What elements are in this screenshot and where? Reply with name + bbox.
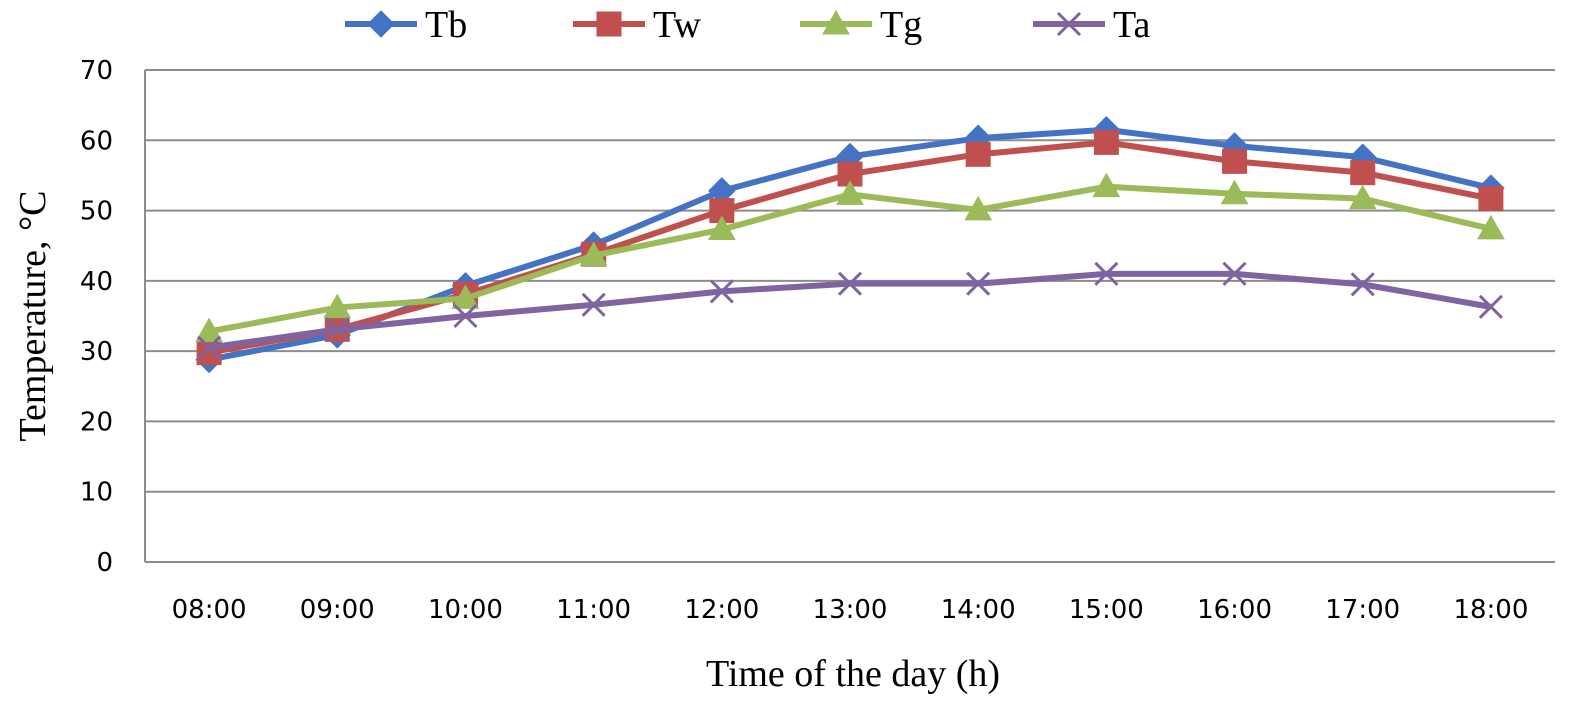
legend-marker [367, 10, 395, 38]
data-point-tg [964, 195, 993, 221]
x-tick-label: 12:00 [684, 595, 759, 625]
marker-stroke [966, 271, 991, 296]
data-point-ta [581, 292, 606, 317]
data-point-tw [1478, 186, 1504, 212]
data-point-tw [1093, 129, 1119, 155]
y-tick-label: 20 [80, 407, 113, 437]
data-point-tg [1220, 179, 1249, 205]
data-point-ta [966, 271, 991, 296]
legend-item-tw: Tw [573, 4, 702, 46]
data-point-tg [707, 215, 736, 241]
data-point-tg [451, 284, 480, 309]
series-tw [196, 129, 1504, 366]
x-tick-label: 09:00 [300, 595, 375, 625]
y-tick-label: 30 [80, 337, 113, 367]
y-tick-label: 10 [80, 478, 113, 508]
data-point-tw [1350, 160, 1376, 186]
y-axis-title: Temperature, °C [12, 191, 54, 442]
data-point-tw [1222, 148, 1248, 174]
data-point-tg [323, 293, 352, 319]
series-ta [197, 261, 1503, 360]
data-point-ta [837, 271, 863, 296]
legend-label: Tw [653, 4, 702, 46]
data-point-tg [1092, 172, 1121, 198]
data-point-ta [453, 303, 478, 329]
x-tick-label: 08:00 [172, 595, 247, 625]
data-point-ta [1222, 261, 1247, 286]
legend-item-ta: Ta [1033, 4, 1151, 46]
legend-label: Tg [880, 4, 922, 46]
legend-marker [822, 9, 850, 35]
marker-stroke [709, 279, 734, 304]
y-tick-label: 50 [80, 197, 113, 227]
data-point-tw [965, 141, 991, 167]
legend-item-tb: Tb [345, 4, 467, 46]
series-tg [195, 172, 1505, 342]
legend: Tb Tw Tg Ta [345, 4, 1151, 46]
data-point-ta [325, 317, 350, 342]
marker-stroke [325, 317, 350, 342]
x-tick-label: 13:00 [813, 595, 888, 625]
marker-stroke [1094, 261, 1119, 286]
data-point-tg [1348, 184, 1377, 210]
x-tick-label: 14:00 [941, 595, 1016, 625]
legend-marker [1056, 11, 1082, 37]
series-tb [195, 116, 1505, 374]
x-tick-label: 15:00 [1069, 595, 1144, 625]
marker-stroke [1056, 11, 1082, 37]
marker-stroke [1478, 294, 1503, 319]
data-point-ta [1478, 294, 1503, 319]
legend-label: Tb [425, 4, 467, 46]
x-axis-title: Time of the day (h) [706, 653, 1000, 695]
marker-stroke [197, 335, 222, 360]
data-point-ta [197, 335, 222, 360]
data-point-tg [836, 180, 864, 205]
marker-stroke [1222, 261, 1247, 286]
y-tick-label: 70 [80, 56, 113, 86]
marker-stroke [837, 271, 863, 296]
gridlines [145, 69, 1555, 493]
data-point-ta [1350, 272, 1375, 297]
data-point-tg [579, 241, 608, 267]
legend-label: Ta [1113, 4, 1151, 46]
data-point-ta [1094, 261, 1119, 286]
y-tick-label: 40 [80, 267, 113, 297]
data-point-ta [709, 279, 734, 304]
marker-stroke [1350, 272, 1375, 297]
legend-marker [596, 11, 622, 37]
x-tick-label: 10:00 [428, 595, 503, 625]
data-point-tg [195, 317, 223, 342]
x-tick-label: 16:00 [1197, 595, 1272, 625]
marker-stroke [453, 303, 478, 329]
y-tick-label: 60 [80, 126, 113, 156]
series-lines [195, 116, 1505, 374]
marker-stroke [581, 292, 606, 317]
y-tick-label: 0 [96, 548, 113, 578]
axes: 0 10 20 30 40 50 60 70 08:00 09:00 10:00 11:00 12:00… [80, 56, 1555, 625]
x-tick-label: 18:00 [1453, 595, 1528, 625]
x-tick-label: 17:00 [1325, 595, 1400, 625]
x-tick-label: 11:00 [556, 595, 631, 625]
data-point-tg [1477, 214, 1505, 240]
legend-item-tg: Tg [800, 4, 922, 46]
